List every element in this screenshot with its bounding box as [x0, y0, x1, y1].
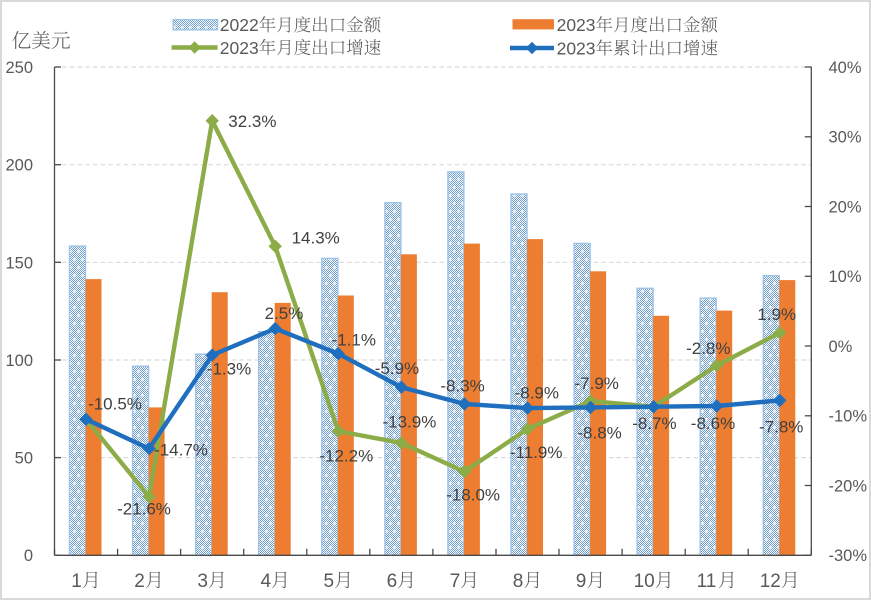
svg-text:2022: 2022	[220, 15, 259, 35]
svg-text:-8.9%: -8.9%	[515, 383, 559, 402]
svg-text:2.5%: 2.5%	[265, 304, 304, 323]
svg-text:-13.9%: -13.9%	[382, 412, 436, 431]
svg-text:4: 4	[261, 571, 272, 592]
svg-text:150: 150	[5, 254, 33, 272]
svg-text:-8.7%: -8.7%	[632, 414, 676, 433]
svg-text:32.3%: 32.3%	[228, 112, 276, 131]
svg-text:1.9%: 1.9%	[757, 305, 796, 324]
svg-text:40%: 40%	[829, 59, 862, 77]
svg-text:-8.3%: -8.3%	[440, 376, 484, 395]
svg-text:20%: 20%	[829, 199, 862, 217]
svg-text:2023: 2023	[220, 38, 259, 58]
svg-text:5: 5	[324, 571, 335, 592]
svg-text:-8.6%: -8.6%	[691, 414, 735, 433]
svg-text:0%: 0%	[829, 338, 853, 356]
svg-text:200: 200	[5, 157, 33, 175]
svg-text:-20%: -20%	[829, 478, 868, 496]
svg-text:9: 9	[576, 571, 587, 592]
svg-text:-7.8%: -7.8%	[759, 418, 803, 437]
svg-text:6: 6	[387, 571, 398, 592]
svg-text:-21.6%: -21.6%	[117, 500, 171, 519]
svg-text:100: 100	[5, 352, 33, 370]
svg-text:-14.7%: -14.7%	[154, 440, 208, 459]
svg-text:14.3%: 14.3%	[292, 229, 340, 248]
svg-text:-30%: -30%	[829, 547, 868, 565]
svg-text:12: 12	[760, 571, 781, 592]
svg-text:30%: 30%	[829, 129, 862, 147]
svg-text:3: 3	[197, 571, 208, 592]
svg-text:7: 7	[450, 571, 461, 592]
svg-text:-10.5%: -10.5%	[88, 395, 142, 414]
svg-text:-8.8%: -8.8%	[577, 423, 621, 442]
svg-text:8: 8	[513, 571, 524, 592]
svg-text:50: 50	[15, 450, 33, 468]
svg-text:-1.1%: -1.1%	[332, 331, 376, 350]
svg-text:2023: 2023	[557, 15, 596, 35]
svg-text:10%: 10%	[829, 268, 862, 286]
svg-text:-18.0%: -18.0%	[446, 486, 500, 505]
svg-text:10: 10	[634, 571, 655, 592]
svg-text:0: 0	[24, 547, 33, 565]
svg-text:11: 11	[697, 571, 717, 592]
svg-text:-5.9%: -5.9%	[375, 359, 419, 378]
svg-text:-1.3%: -1.3%	[207, 360, 251, 379]
svg-text:2023: 2023	[557, 38, 596, 58]
svg-text:-2.8%: -2.8%	[686, 339, 730, 358]
svg-text:-7.9%: -7.9%	[574, 374, 618, 393]
svg-text:250: 250	[5, 59, 33, 77]
svg-text:2: 2	[134, 571, 145, 592]
svg-text:-10%: -10%	[829, 408, 868, 426]
svg-text:-12.2%: -12.2%	[319, 447, 373, 466]
svg-text:1: 1	[71, 571, 82, 592]
svg-text:-11.9%: -11.9%	[510, 443, 563, 462]
